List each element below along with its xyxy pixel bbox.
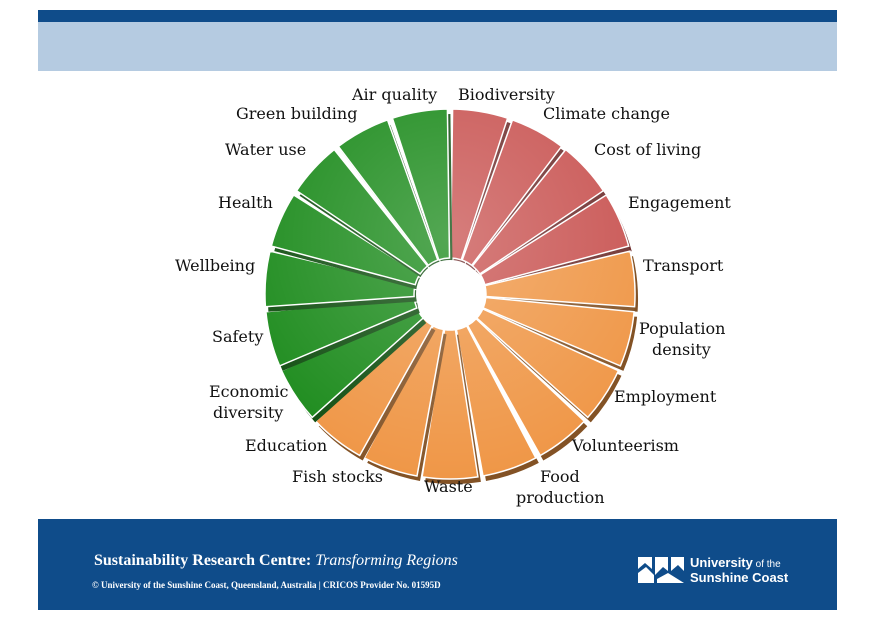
sustainability-wheel-diagram: Biodiversity Climate change Cost of livi… — [38, 71, 837, 519]
label-green-building: Green building — [236, 104, 358, 123]
label-air-quality: Air quality — [352, 85, 438, 104]
label-health: Health — [218, 193, 273, 212]
logo-text: University of the Sunshine Coast — [690, 556, 788, 584]
label-waste: Waste — [424, 477, 473, 496]
label-wellbeing: Wellbeing — [175, 256, 256, 275]
logo-line2: Sunshine Coast — [690, 570, 789, 585]
university-logo-icon — [638, 557, 684, 583]
footer-title-italic: Transforming Regions — [315, 552, 458, 569]
footer-copyright: © University of the Sunshine Coast, Quee… — [92, 580, 441, 590]
label-population-density-line2: density — [652, 340, 711, 359]
label-education: Education — [245, 436, 328, 455]
header-band — [38, 22, 837, 71]
label-biodiversity: Biodiversity — [458, 85, 555, 104]
footer-title-main: Sustainability Research Centre: — [94, 552, 316, 569]
label-fish-stocks: Fish stocks — [292, 467, 383, 486]
label-safety: Safety — [212, 327, 264, 346]
label-cost-of-living: Cost of living — [594, 140, 702, 159]
wheel-hub — [416, 260, 484, 328]
wheel-svg — [264, 108, 639, 485]
label-engagement: Engagement — [628, 193, 731, 212]
slide: Biodiversity Climate change Cost of livi… — [38, 10, 837, 610]
label-population-density-line1: Population — [639, 319, 726, 338]
label-water-use: Water use — [225, 140, 307, 159]
footer: Sustainability Research Centre: Transfor… — [38, 519, 837, 610]
label-food-production-line2: production — [516, 488, 605, 507]
logo-line1: University — [690, 555, 753, 570]
label-food-production-line1: Food — [540, 467, 580, 486]
label-climate-change: Climate change — [543, 104, 670, 123]
logo-line1-small: of the — [752, 559, 781, 570]
label-transport: Transport — [643, 256, 724, 275]
label-economic-diversity-line1: Economic — [209, 382, 289, 401]
label-employment: Employment — [614, 387, 717, 406]
top-bar — [38, 10, 837, 22]
label-volunteerism: Volunteerism — [572, 436, 679, 455]
label-economic-diversity-line2: diversity — [213, 403, 284, 422]
footer-title: Sustainability Research Centre: Transfor… — [94, 552, 458, 570]
